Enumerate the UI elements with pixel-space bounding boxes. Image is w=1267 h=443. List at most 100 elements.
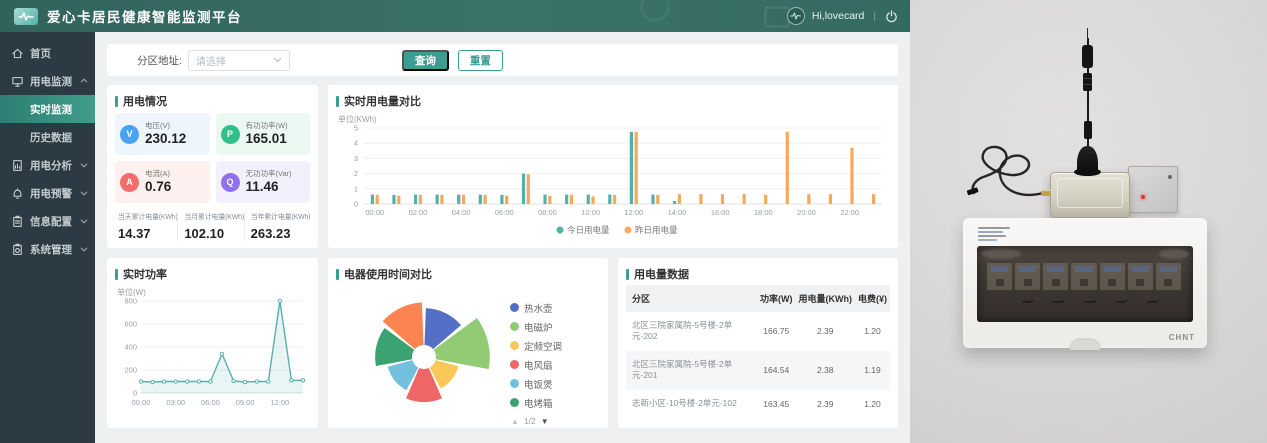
antenna-bead — [1082, 45, 1093, 68]
svg-text:03:00: 03:00 — [166, 398, 185, 407]
stat-text: 有功功率(W) 165.01 — [246, 120, 288, 147]
card-title: 电器使用时间对比 — [336, 266, 600, 282]
sidebar-item-2[interactable]: 用电分析 — [0, 151, 95, 179]
sidebar-item-4[interactable]: 信息配置 — [0, 207, 95, 235]
stat-tiles: V 电压(V) 230.12 P 有功功率(W) 165.01 A 电流(A) 0.76 Q 无功功… — [115, 113, 310, 203]
handwritten-labels — [1020, 295, 1160, 304]
svg-text:0: 0 — [354, 200, 358, 209]
table-header-3: 电费(¥) — [855, 285, 890, 312]
meter-photo: CHNT — [910, 0, 1267, 443]
brand-label: CHNT — [1168, 333, 1195, 342]
svg-text:400: 400 — [124, 343, 137, 352]
header-right: Hi,lovecard | — [786, 0, 898, 32]
sidebar-subitem-1-1[interactable]: 历史数据 — [30, 131, 72, 144]
stat-icon: V — [120, 124, 139, 144]
legend-item-0[interactable]: 热水壶 — [510, 298, 598, 317]
antenna-mast — [1087, 38, 1089, 174]
sidebar-item-3[interactable]: 用电预警 — [0, 179, 95, 207]
cell-power: 163.45 — [763, 398, 790, 409]
usage-card-title: 用电情况 — [123, 96, 167, 108]
legend-item-2[interactable]: 定频空调 — [510, 336, 598, 355]
pie-slice-1 — [433, 317, 490, 370]
chevron-down-icon — [273, 57, 282, 63]
legend-item-3[interactable]: 电风扇 — [510, 355, 598, 374]
cover-notch — [1070, 340, 1100, 350]
sidebar-item-0[interactable]: 首页 — [0, 39, 95, 67]
query-button[interactable]: 查询 — [401, 49, 449, 71]
table-card-title: 用电量数据 — [634, 269, 689, 281]
stat-value: 0.76 — [145, 179, 172, 195]
legend-item-5[interactable]: 电烤箱 — [510, 393, 598, 412]
zone-address-select[interactable]: 请选择 — [187, 49, 290, 71]
spec-label — [978, 227, 1010, 243]
stat-icon: A — [120, 172, 139, 192]
chevron-down-icon — [80, 247, 88, 252]
circuit-breaker — [1071, 263, 1097, 290]
legend-page-up-icon[interactable]: ▲ — [511, 416, 519, 426]
svg-text:12:00: 12:00 — [270, 398, 289, 407]
cell-power: 166.75 — [763, 326, 790, 337]
card-title: 用电量数据 — [626, 266, 890, 282]
reset-button[interactable]: 重置 — [457, 49, 503, 71]
legend-dot — [510, 360, 519, 369]
svg-text:10:00: 10:00 — [581, 208, 600, 217]
antenna-coil — [1084, 121, 1092, 139]
card-title: 实时用电量对比 — [336, 93, 890, 109]
circuit-breaker — [1155, 263, 1181, 290]
chevron-down-icon — [80, 191, 88, 196]
title-marker — [626, 268, 629, 280]
table-header: 分区 功率(W) 用电量(KWh) 电费(¥) — [626, 285, 890, 312]
pie-slice-4 — [387, 360, 419, 391]
sidebar-item-5[interactable]: 系统管理 — [0, 235, 95, 263]
svg-text:200: 200 — [124, 366, 137, 375]
legend-page-down-icon[interactable]: ▼ — [540, 416, 549, 426]
glare — [981, 249, 1021, 259]
usage-comparison-card: 实时用电量对比 单位(KWh) 0 1 2 3 4 5 00:00 02:00 04:00 06:0… — [328, 85, 898, 248]
sidebar-item-1[interactable]: 用电监测 — [0, 67, 95, 95]
legend-label: 电风扇 — [524, 360, 553, 372]
usage-overview-card: 用电情况 V 电压(V) 230.12 P 有功功率(W) 165.01 A 电流(A) 0.7… — [107, 85, 318, 248]
svg-text:22:00: 22:00 — [840, 208, 859, 217]
zone-address-label: 分区地址: — [137, 54, 182, 67]
legend-item-4[interactable]: 电饭煲 — [510, 374, 598, 393]
stat-label: 电压(V) — [145, 121, 170, 131]
stat-value: 165.01 — [245, 131, 287, 147]
sidebar-item-label: 用电分析 — [30, 159, 72, 172]
antenna-foot — [1074, 168, 1101, 176]
logout-power-icon[interactable] — [885, 9, 898, 23]
sidebar-item-label: 用电监测 — [30, 75, 72, 88]
legend-dot — [510, 398, 519, 407]
svg-text:5: 5 — [354, 124, 358, 133]
legend-item-1[interactable]: 电磁炉 — [510, 317, 598, 336]
svg-text:14:00: 14:00 — [668, 208, 687, 217]
monitor-icon — [12, 76, 23, 87]
chevron-up-icon — [80, 78, 88, 83]
total-label: 当天累计电量(KWh) — [118, 214, 178, 221]
app-body: 首页用电监测实时监测历史数据用电分析用电预警信息配置 系统管理 分区地址: 请选择… — [0, 32, 910, 443]
user-avatar[interactable] — [786, 7, 805, 25]
cell-zone: 志新小区-10号楼-2单元-102 — [632, 397, 737, 408]
line-chart: 单位(W) 0 200 400 600 800 00:00 03:00 06:00 09:00 12… — [115, 285, 310, 430]
sidebar-subitem-1-0[interactable]: 实时监测 — [0, 95, 95, 123]
cell-usage: 2.39 — [816, 398, 834, 409]
svg-text:2: 2 — [354, 169, 358, 178]
breaker-rail — [987, 263, 1181, 290]
svg-text:06:00: 06:00 — [495, 208, 514, 217]
card-title: 实时功率 — [115, 266, 310, 282]
legend-label: 电饭煲 — [524, 379, 553, 391]
svg-text:00:00: 00:00 — [132, 398, 151, 407]
table-header-2: 用电量(KWh) — [795, 285, 855, 312]
sidebar-item-label: 用电预警 — [30, 187, 72, 200]
legend-dot — [510, 322, 519, 331]
cell-power: 164.54 — [763, 365, 790, 376]
chevron-down-icon — [80, 219, 88, 224]
system-icon — [13, 243, 22, 255]
cell-zone: 北区三院家属院-5号楼-2单元-201 — [632, 358, 733, 381]
total-label: 当年累计电量(KWh) — [250, 214, 311, 221]
svg-text:08:00: 08:00 — [538, 208, 557, 217]
header-watermark-circle — [640, 0, 670, 22]
legend-pager: ▲ 1/2 ▼ — [510, 412, 598, 430]
cell-fee: 1.20 — [864, 398, 881, 409]
legend-page-number: 1/2 — [523, 416, 536, 426]
